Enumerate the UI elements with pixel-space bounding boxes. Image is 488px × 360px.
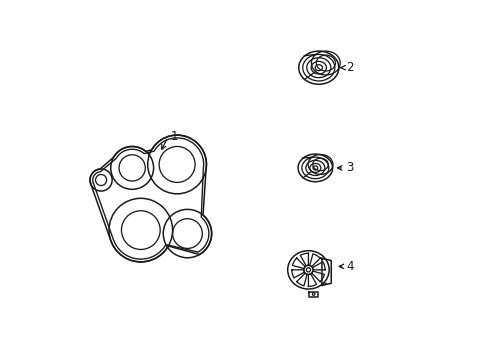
Text: 1: 1 — [170, 130, 177, 143]
Text: 4: 4 — [346, 260, 353, 273]
Text: 2: 2 — [346, 61, 353, 74]
Text: 3: 3 — [346, 161, 353, 174]
